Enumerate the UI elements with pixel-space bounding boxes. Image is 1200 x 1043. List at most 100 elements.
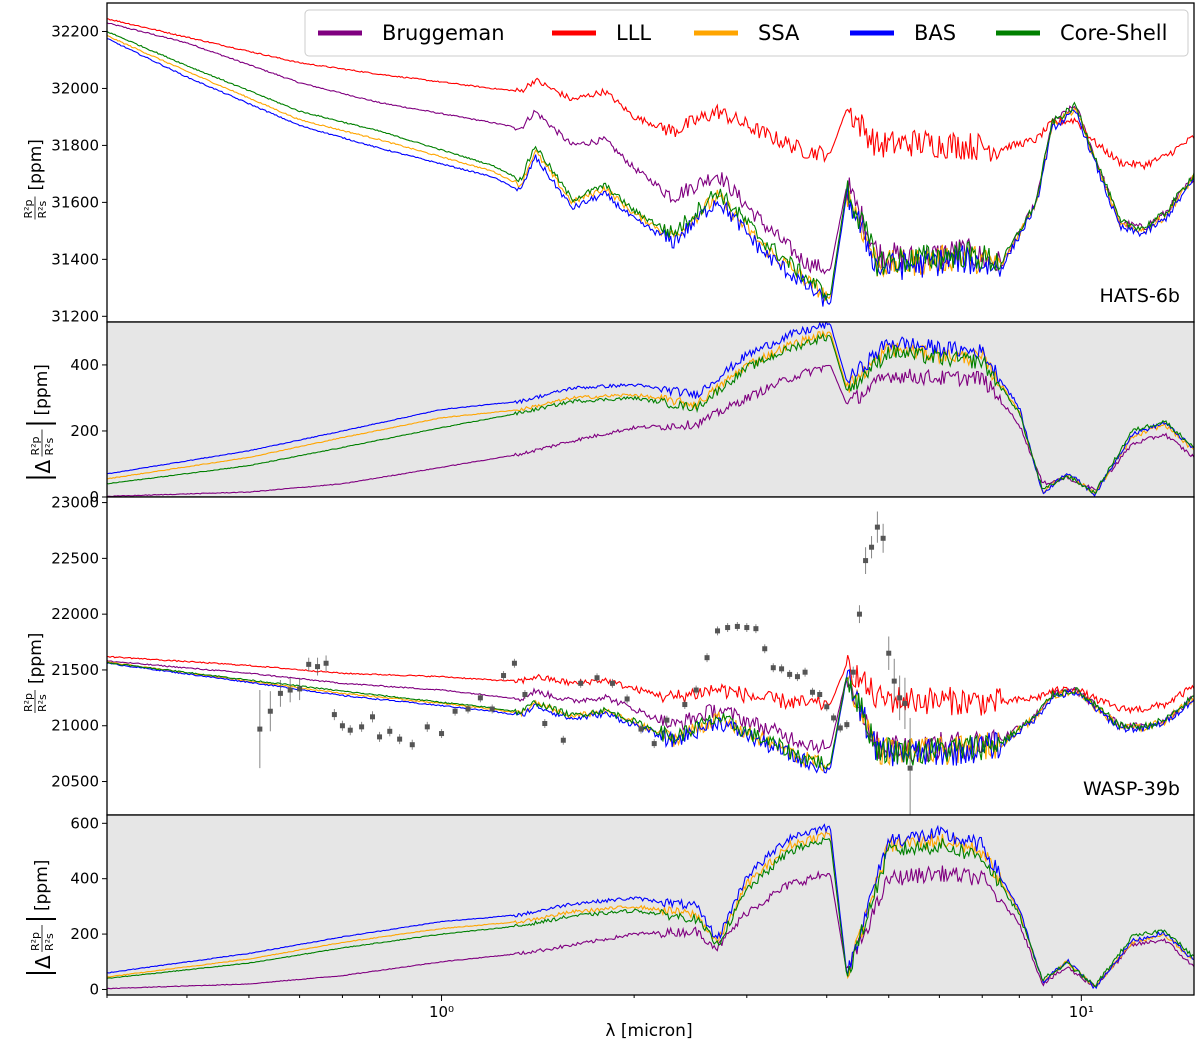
y-axis-title: Δ R²p R²s [ppm]: [26, 860, 56, 974]
legend-label-ssa: SSA: [758, 21, 800, 45]
y-tick-label: 22000: [51, 605, 99, 623]
observation-point: [664, 717, 670, 723]
panel-hats6b-difference: 0 200 400 Δ R²p R²s [ppm]: [26, 321, 1195, 506]
panel-frame: [106, 814, 1195, 996]
observation-point: [339, 723, 345, 729]
legend-label-core-shell: Core-Shell: [1060, 21, 1167, 45]
y-tick-label: 600: [70, 814, 99, 832]
observation-point: [779, 666, 785, 672]
panel-background: [107, 322, 1194, 497]
series-line-core-shell: [107, 30, 1194, 301]
observation-point: [477, 695, 483, 701]
observation-point: [489, 706, 495, 712]
svg-text:R²s: R²s: [43, 437, 56, 455]
svg-text:R²s: R²s: [36, 200, 49, 218]
observation-point: [850, 669, 856, 675]
legend: Bruggeman LLL SSA BAS Core-Shell: [304, 9, 1189, 57]
observation-point: [578, 680, 584, 686]
y-tick-label: 200: [70, 422, 99, 440]
svg-text:Δ: Δ: [31, 955, 55, 969]
y-axis-unit: [ppm]: [32, 860, 52, 911]
series-group: [107, 823, 1194, 990]
observation-point: [257, 726, 263, 732]
y-tick-label: 31400: [51, 250, 99, 268]
observation-point: [323, 660, 329, 666]
y-axis-unit: [ppm]: [26, 139, 46, 190]
series-line-bas: [107, 37, 1194, 307]
svg-text:R²s: R²s: [43, 933, 56, 951]
legend-box: [304, 9, 1189, 57]
y-tick-label: 21500: [51, 661, 99, 679]
observation-point: [638, 726, 644, 732]
observation-point: [891, 678, 897, 684]
observation-point: [347, 727, 353, 733]
observation-point: [397, 736, 403, 742]
observation-point: [693, 687, 699, 693]
observation-point: [465, 706, 471, 712]
observation-point: [277, 690, 283, 696]
observation-point: [809, 689, 815, 695]
series-group: [107, 511, 1194, 815]
legend-items: Bruggeman LLL SSA BAS Core-Shell: [318, 21, 1167, 45]
observation-point: [287, 687, 293, 693]
series-line-bruggeman: [107, 865, 1194, 990]
observation-point: [886, 650, 892, 656]
panel-wasp39b-spectrum: 20500 21000 21500 22000 22500 23000 R²p R²s [ppm…: [22, 494, 1195, 821]
observation-point: [439, 731, 445, 737]
svg-text:Δ: Δ: [31, 460, 55, 474]
svg-text:R²p: R²p: [29, 436, 42, 455]
series-line-bas: [107, 823, 1194, 990]
y-tick-label: 23000: [51, 494, 99, 512]
observation-point: [609, 680, 615, 686]
y-tick-label: 0: [89, 488, 99, 506]
series-line-core-shell: [107, 332, 1194, 494]
observation-point: [377, 734, 383, 740]
y-tick-label: 200: [70, 925, 99, 943]
y-tick-label: 21000: [51, 717, 99, 735]
x-tick-label: 10¹: [1069, 1003, 1094, 1021]
legend-label-bruggeman: Bruggeman: [382, 21, 505, 45]
observation-point: [501, 673, 507, 679]
y-axis-title: Δ R²p R²s [ppm]: [26, 364, 56, 479]
y-tick-label: 20500: [51, 773, 99, 791]
planet-label: WASP-39b: [1083, 778, 1180, 800]
x-tick-label: 10⁰: [429, 1003, 454, 1021]
observation-point: [452, 708, 458, 714]
y-axis-title: R²p R²s [ppm]: [22, 139, 49, 220]
observation-point: [522, 691, 528, 697]
observation-point: [424, 724, 430, 730]
observation-point: [874, 524, 880, 530]
observation-point: [359, 724, 365, 730]
observation-point: [297, 686, 303, 692]
y-tick-label: 0: [89, 980, 99, 998]
observation-point: [409, 742, 415, 748]
y-axis-unit: [ppm]: [26, 633, 46, 684]
observation-point: [802, 669, 808, 675]
svg-text:R²s: R²s: [36, 694, 49, 712]
observation-point: [560, 737, 566, 743]
observation-point: [715, 628, 721, 634]
observations: [257, 511, 913, 815]
legend-label-bas: BAS: [914, 21, 956, 45]
series-line-ssa: [107, 34, 1194, 302]
observation-point: [831, 715, 837, 721]
observation-point: [594, 675, 600, 681]
x-axis-title: λ [micron]: [605, 1021, 692, 1041]
y-tick-label: 31600: [51, 193, 99, 211]
observation-point: [787, 671, 793, 677]
series-line-lll: [107, 655, 1194, 716]
observation-point: [897, 695, 903, 701]
observation-point: [907, 765, 913, 771]
y-tick-label: 32200: [51, 22, 99, 40]
observation-point: [511, 660, 517, 666]
legend-label-lll: LLL: [616, 21, 651, 45]
observation-point: [542, 721, 548, 727]
y-tick-label: 22500: [51, 549, 99, 567]
observation-point: [734, 623, 740, 629]
observation-point: [869, 544, 875, 550]
y-tick-label: 400: [70, 356, 99, 374]
series-line-ssa: [107, 329, 1194, 496]
observation-point: [725, 625, 731, 631]
